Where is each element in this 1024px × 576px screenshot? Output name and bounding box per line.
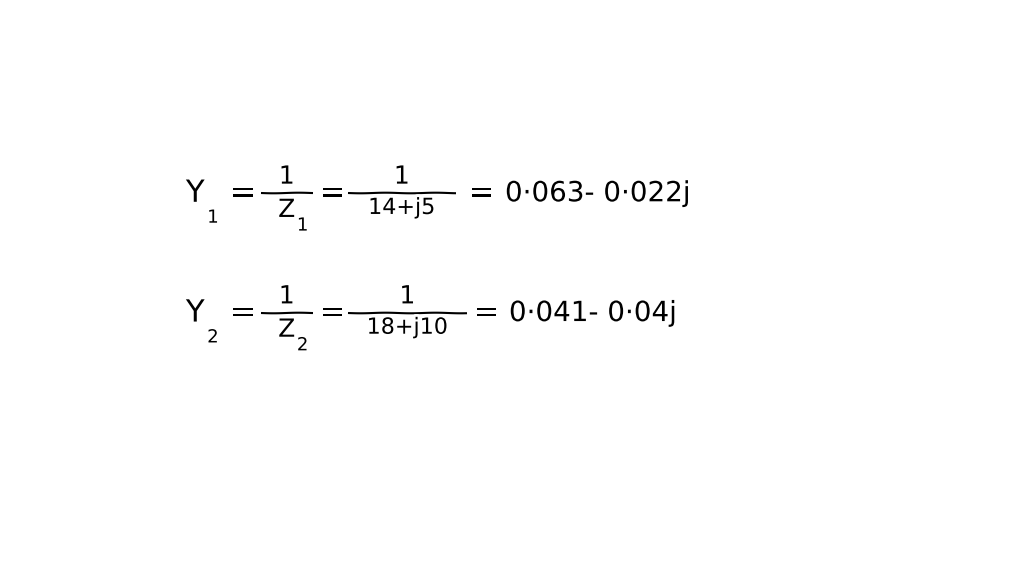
Text: 1: 1 (394, 165, 410, 189)
Text: 2: 2 (297, 336, 308, 354)
Text: 0·063- 0·022j: 0·063- 0·022j (505, 179, 691, 207)
Text: 1: 1 (297, 217, 308, 234)
Text: =: = (319, 179, 345, 208)
Text: 14+j5: 14+j5 (368, 198, 435, 218)
Text: =: = (474, 298, 500, 328)
Text: 1: 1 (399, 285, 416, 308)
Text: =: = (230, 298, 256, 328)
Text: 1: 1 (279, 165, 295, 189)
Text: 1: 1 (207, 209, 218, 227)
Text: 18+j10: 18+j10 (367, 318, 449, 338)
Text: =: = (319, 298, 345, 328)
Text: Y: Y (186, 298, 205, 328)
Text: 0·041- 0·04j: 0·041- 0·04j (509, 299, 677, 327)
Text: 2: 2 (207, 328, 219, 346)
Text: 1: 1 (279, 285, 295, 308)
Text: Y: Y (186, 179, 205, 208)
Text: =: = (230, 179, 256, 208)
Text: Z: Z (279, 318, 295, 342)
Text: =: = (468, 179, 494, 208)
Text: Z: Z (279, 198, 295, 222)
